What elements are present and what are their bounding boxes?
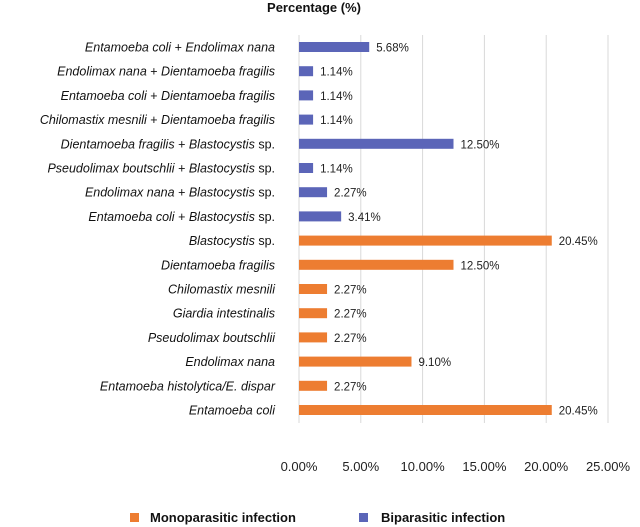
data-label: 1.14% [320, 67, 353, 79]
bar-bi [299, 163, 314, 173]
data-label: 2.27% [334, 285, 367, 297]
bar-bi [299, 138, 454, 149]
chart-title: Percentage (%) [267, 0, 361, 15]
data-label: 1.14% [320, 115, 353, 127]
legend-label-mono: Monoparasitic infection [150, 510, 296, 525]
bar-mono [299, 259, 454, 270]
data-label: 1.14% [320, 91, 353, 103]
category-label: Chilomastix mesnili + Dientamoeba fragil… [40, 113, 275, 127]
category-label: Pseudolimax boutschlii [148, 331, 276, 345]
category-label: Endolimax nana + Dientamoeba fragilis [57, 65, 275, 79]
x-tick-label: 0.00% [281, 459, 318, 474]
data-label: 1.14% [320, 164, 353, 176]
data-label: 20.45% [559, 406, 598, 418]
category-label: Endolimax nana [185, 355, 275, 369]
legend-label-bi: Biparasitic infection [381, 510, 505, 525]
category-label: Dientamoeba fragilis + Blastocystis sp. [61, 137, 275, 151]
category-label: Entamoeba coli + Blastocystis sp. [88, 210, 275, 224]
data-label: 2.27% [334, 333, 367, 345]
category-label: Blastocystis sp. [189, 234, 275, 248]
category-label: Entamoeba coli + Dientamoeba fragilis [61, 89, 275, 103]
x-tick-label: 25.00% [586, 459, 631, 474]
bar-mono [299, 380, 328, 391]
legend-swatch-bi [359, 513, 368, 522]
x-tick-label: 10.00% [401, 459, 446, 474]
category-label: Pseudolimax boutschlii + Blastocystis sp… [47, 162, 275, 176]
category-label: Entamoeba coli [189, 404, 276, 418]
data-label: 2.27% [334, 309, 367, 321]
bar-mono [299, 356, 412, 367]
bar-mono [299, 284, 328, 294]
bar-bi [299, 114, 314, 125]
category-label: Entamoeba histolytica/E. dispar [100, 379, 276, 393]
data-label: 3.41% [348, 212, 381, 224]
value-labels: 5.68% 1.14% 1.14% 1.14% 12.50% 1.14% 2.27% 3.41… [320, 43, 598, 418]
x-tick-label: 15.00% [462, 459, 507, 474]
category-label: Endolimax nana + Blastocystis sp. [85, 186, 275, 200]
category-label: Dientamoeba fragilis [161, 258, 275, 272]
data-label: 5.68% [376, 43, 409, 55]
bar-bi [299, 187, 328, 198]
category-label: Giardia intestinalis [173, 307, 275, 321]
category-label: Chilomastix mesnili [168, 283, 276, 297]
x-axis-ticks: 0.00% 5.00% 10.00% 15.00% 20.00% 25.00% [281, 459, 631, 474]
data-label: 12.50% [461, 260, 500, 272]
bar-bi [299, 90, 314, 101]
bar-mono [299, 405, 552, 415]
bars [299, 42, 552, 415]
bar-bi [299, 66, 314, 77]
data-label: 2.27% [334, 381, 367, 393]
data-label: 9.10% [418, 357, 451, 369]
bar-bi [299, 42, 370, 52]
data-label: 2.27% [334, 188, 367, 200]
bar-mono [299, 332, 328, 343]
legend: Monoparasitic infection Biparasitic infec… [130, 510, 505, 525]
x-tick-label: 20.00% [524, 459, 569, 474]
data-label: 20.45% [559, 236, 598, 248]
bar-mono [299, 308, 328, 319]
category-labels: Entamoeba coli + Endolimax nana Endolimax… [40, 41, 276, 418]
bar-bi [299, 211, 342, 222]
bar-mono [299, 235, 552, 246]
data-label: 12.50% [461, 139, 500, 151]
legend-swatch-mono [130, 513, 139, 522]
x-tick-label: 5.00% [342, 459, 379, 474]
category-label: Entamoeba coli + Endolimax nana [85, 41, 275, 55]
